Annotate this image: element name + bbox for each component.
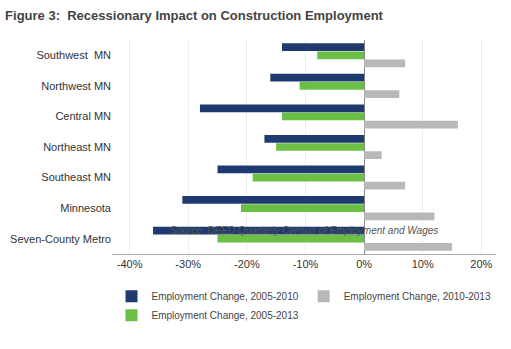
svg-text:Central MN: Central MN [55, 110, 111, 122]
svg-text:-30%: -30% [175, 258, 201, 270]
svg-text:Seven-County Metro: Seven-County Metro [10, 233, 111, 245]
svg-text:Employment Change, 2005-2013: Employment Change, 2005-2013 [152, 310, 299, 321]
svg-text:Minnesota: Minnesota [60, 202, 112, 214]
svg-text:-20%: -20% [234, 258, 260, 270]
svg-text:-10%: -10% [293, 258, 319, 270]
svg-text:Employment Change, 2010-2013: Employment Change, 2010-2013 [344, 291, 491, 302]
svg-text:0%: 0% [356, 258, 372, 270]
svg-text:-40%: -40% [117, 258, 143, 270]
svg-text:Southeast MN: Southeast MN [41, 171, 111, 183]
svg-text:Employment Change, 2005-2010: Employment Change, 2005-2010 [152, 291, 299, 302]
svg-text:Source: DEED Quarterly Census: Source: DEED Quarterly Census of Employm… [170, 225, 438, 236]
svg-text:20%: 20% [470, 258, 492, 270]
svg-text:Southwest MN: Southwest MN [36, 49, 111, 61]
svg-text:10%: 10% [412, 258, 434, 270]
svg-text:Figure 3: Recessionary Impact: Figure 3: Recessionary Impact on Constru… [5, 8, 383, 23]
svg-text:Northeast MN: Northeast MN [43, 141, 111, 153]
svg-text:Northwest MN: Northwest MN [41, 80, 111, 92]
